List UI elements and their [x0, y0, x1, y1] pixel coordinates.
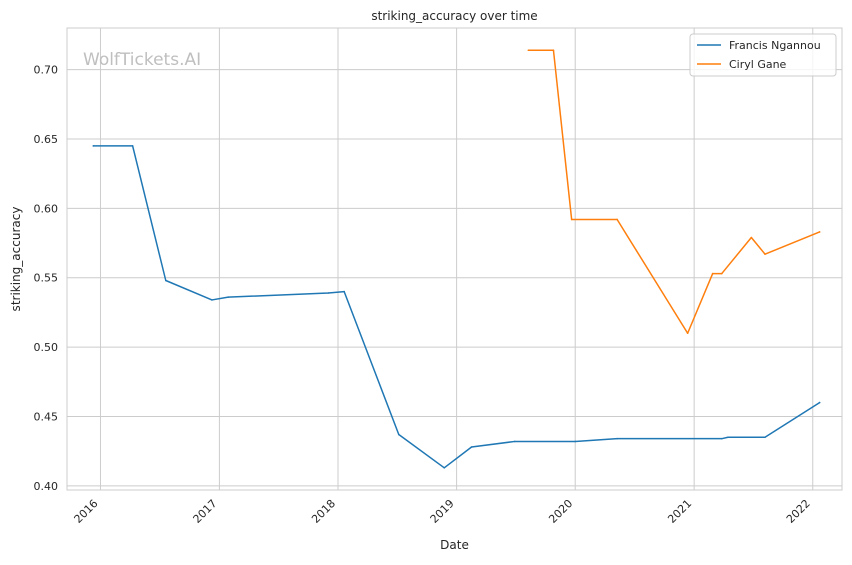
data-point-francis-ngannou — [211, 299, 213, 301]
y-tick-label: 0.60 — [34, 202, 59, 215]
data-point-francis-ngannou — [720, 437, 723, 440]
data-point-francis-ngannou — [397, 433, 400, 436]
data-point-francis-ngannou — [443, 467, 446, 469]
data-point-ciryl-gane — [527, 49, 530, 51]
plot-area — [66, 27, 843, 491]
data-point-ciryl-gane — [686, 332, 689, 335]
data-point-francis-ngannou — [92, 145, 95, 147]
legend-label-francis-ngannou: Francis Ngannou — [729, 39, 821, 52]
data-point-francis-ngannou — [818, 401, 821, 404]
data-point-francis-ngannou — [513, 440, 516, 443]
legend-label-ciryl-gane: Ciryl Gane — [729, 58, 787, 71]
y-tick-label: 0.40 — [34, 480, 59, 493]
x-axis-label: Date — [440, 538, 469, 552]
data-point-francis-ngannou — [574, 440, 577, 443]
y-tick-label: 0.70 — [34, 64, 59, 77]
data-point-francis-ngannou — [727, 436, 729, 439]
legend: Francis Ngannou Ciryl Gane — [689, 33, 837, 77]
data-point-francis-ngannou — [343, 290, 345, 293]
chart-title: striking_accuracy over time — [371, 9, 537, 23]
data-point-ciryl-gane — [552, 49, 555, 51]
grid — [67, 28, 842, 490]
data-point-francis-ngannou — [764, 436, 766, 439]
data-point-ciryl-gane — [818, 231, 821, 233]
data-point-ciryl-gane — [711, 272, 714, 275]
watermark-text: WolfTickets.AI — [83, 50, 201, 70]
data-point-francis-ngannou — [470, 446, 473, 448]
y-axis-label: striking_accuracy — [9, 207, 23, 312]
y-tick-label: 0.55 — [34, 272, 59, 285]
data-point-ciryl-gane — [720, 272, 723, 275]
data-point-francis-ngannou — [131, 145, 134, 147]
series-layer — [92, 49, 821, 469]
data-point-francis-ngannou — [227, 296, 229, 298]
data-point-ciryl-gane — [616, 218, 618, 221]
data-point-ciryl-gane — [750, 236, 753, 239]
legend-box — [689, 33, 837, 77]
y-tick-label: 0.65 — [34, 133, 59, 146]
data-point-francis-ngannou — [327, 292, 330, 294]
y-tick-label: 0.45 — [34, 410, 59, 423]
data-point-francis-ngannou — [164, 279, 167, 282]
y-tick-label: 0.50 — [34, 341, 59, 354]
data-point-ciryl-gane — [570, 218, 573, 221]
data-point-francis-ngannou — [616, 437, 618, 440]
data-point-ciryl-gane — [764, 253, 766, 255]
series-line-ciryl-gane — [527, 49, 821, 334]
